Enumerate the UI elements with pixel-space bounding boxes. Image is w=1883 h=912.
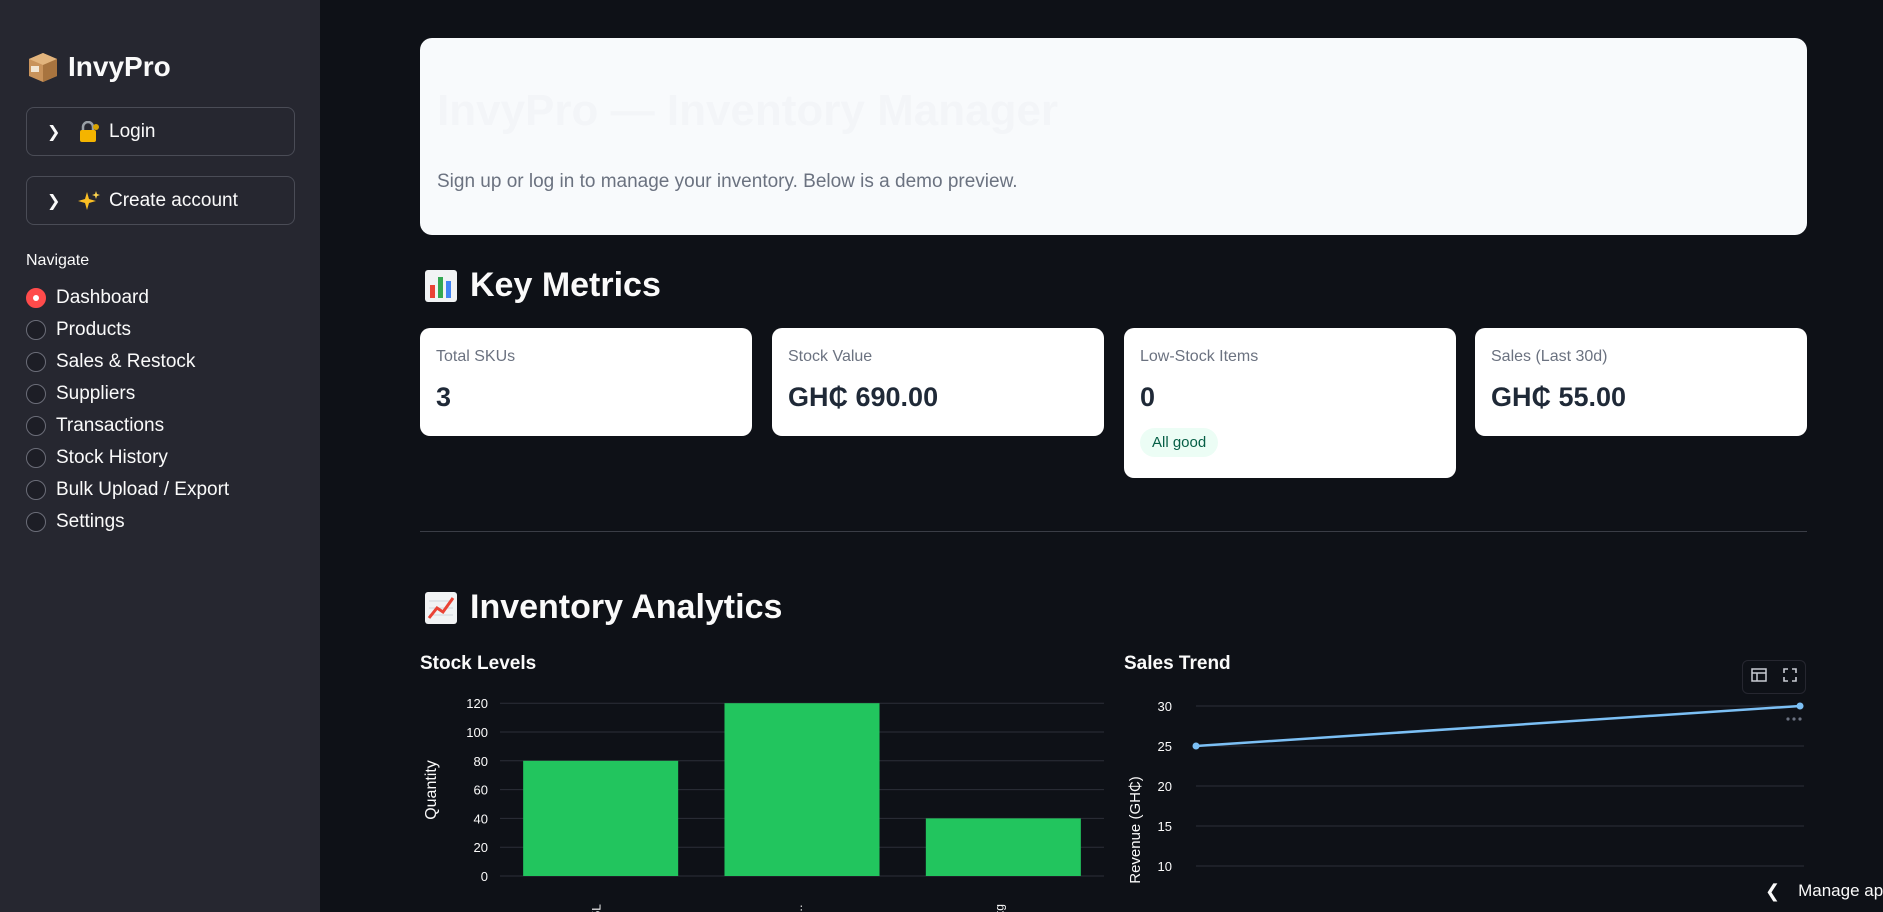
radio-icon[interactable] (26, 480, 46, 500)
bar[interactable] (925, 818, 1081, 876)
hero-subtitle: Sign up or log in to manage your invento… (437, 171, 1018, 192)
chevron-right-icon: ❯ (47, 192, 61, 210)
metric-value: 3 (436, 382, 452, 412)
nav-item-suppliers[interactable]: Suppliers (26, 378, 229, 410)
metric-card-low-stock: Low-Stock Items 0 All good (1124, 328, 1456, 478)
metric-card-total-skus: Total SKUs 3 (420, 328, 752, 436)
nav-radio-group: Dashboard Products Sales & Restock Suppl… (26, 282, 229, 538)
y-tick-label: 20 (1158, 779, 1172, 794)
metric-card-sales-30d: Sales (Last 30d) GH₵ 55.00 (1475, 328, 1807, 436)
key-metrics-title: Key Metrics (470, 266, 661, 304)
nav-item-label: Transactions (56, 415, 165, 436)
manage-app-button[interactable]: ❮ Manage app (1735, 870, 1883, 912)
fullscreen-icon[interactable] (1783, 668, 1797, 686)
chevron-right-icon: ❯ (47, 123, 61, 141)
app-title: InvyPro (68, 51, 171, 82)
chevron-left-icon: ❮ (1765, 880, 1781, 901)
login-label: Login (109, 120, 156, 142)
nav-item-products[interactable]: Products (26, 314, 229, 346)
nav-item-sales-restock[interactable]: Sales & Restock (26, 346, 229, 378)
nav-item-transactions[interactable]: Transactions (26, 410, 229, 442)
sales-trend-chart: Revenue (GH₵) 10 15 20 25 30 (1127, 699, 1804, 884)
nav-item-label: Sales & Restock (56, 351, 196, 372)
status-badge: All good (1140, 428, 1219, 457)
y-tick-label: 120 (466, 696, 488, 711)
key-metrics-heading: Key Metrics (424, 266, 661, 305)
inventory-analytics-heading: Inventory Analytics (424, 588, 782, 627)
y-axis-label: Quantity (423, 760, 440, 820)
y-tick-label: 100 (466, 725, 488, 740)
manage-app-label: Manage app (1798, 881, 1883, 900)
nav-item-label: Dashboard (56, 287, 149, 308)
metric-value: GH₵ 690.00 (788, 382, 939, 412)
metric-value: GH₵ 55.00 (1491, 382, 1627, 412)
y-tick-label: 10 (1158, 859, 1172, 874)
hero-banner: InvyPro — Inventory Manager Sign up or l… (420, 38, 1807, 235)
nav-item-label: Products (56, 319, 131, 340)
lock-key-icon (77, 120, 103, 143)
y-tick-label: 20 (474, 840, 488, 855)
hero-title: InvyPro — Inventory Manager (437, 86, 1059, 135)
radio-icon[interactable] (26, 384, 46, 404)
stock-levels-title: Stock Levels (420, 653, 537, 674)
app-brand: InvyPro (26, 50, 171, 84)
create-account-expander[interactable]: ❯ Create account (26, 176, 295, 225)
nav-item-bulk-upload-export[interactable]: Bulk Upload / Export (26, 474, 229, 506)
metric-label: Stock Value (788, 348, 873, 365)
x-tick-label: …5L (590, 904, 604, 912)
radio-icon[interactable] (26, 320, 46, 340)
inventory-analytics-title: Inventory Analytics (470, 588, 783, 626)
metric-label: Low-Stock Items (1140, 348, 1259, 365)
create-account-label: Create account (109, 189, 238, 211)
nav-item-label: Settings (56, 511, 125, 532)
metric-value: 0 (1140, 382, 1156, 412)
y-axis-label: Revenue (GH₵) (1127, 776, 1144, 884)
section-divider (420, 531, 1807, 532)
y-tick-label: 80 (474, 754, 488, 769)
sparkles-icon (77, 190, 103, 212)
sidebar: InvyPro ❯ Login ❯ Create account Navigat… (0, 0, 320, 912)
nav-item-label: Bulk Upload / Export (56, 479, 230, 500)
y-tick-label: 30 (1158, 699, 1172, 714)
bar[interactable] (523, 760, 679, 876)
y-tick-label: 40 (474, 811, 488, 826)
metric-card-stock-value: Stock Value GH₵ 690.00 (772, 328, 1104, 436)
metric-label: Sales (Last 30d) (1491, 348, 1608, 365)
x-tick-label: …kg (992, 904, 1006, 912)
more-dots-icon (1786, 717, 1790, 721)
sales-trend-line (1195, 704, 1801, 748)
nav-item-label: Stock History (56, 447, 168, 468)
x-tick-label: … (791, 904, 805, 912)
nav-item-dashboard[interactable]: Dashboard (26, 282, 229, 314)
radio-icon[interactable] (26, 416, 46, 436)
more-dots-icon (1798, 717, 1802, 721)
nav-label: Navigate (26, 252, 90, 269)
radio-icon[interactable] (26, 512, 46, 532)
y-tick-label: 0 (481, 869, 488, 884)
y-tick-label: 25 (1158, 739, 1172, 754)
radio-selected-icon[interactable] (26, 288, 46, 308)
nav-item-settings[interactable]: Settings (26, 506, 229, 538)
nav-item-stock-history[interactable]: Stock History (26, 442, 229, 474)
radio-icon[interactable] (26, 448, 46, 468)
nav-item-label: Suppliers (56, 383, 136, 404)
y-tick-label: 60 (474, 783, 488, 798)
trend-up-icon (424, 591, 458, 625)
bar-chart-icon (424, 269, 458, 303)
line-point[interactable] (1796, 702, 1804, 710)
login-expander[interactable]: ❯ Login (26, 107, 295, 156)
metric-label: Total SKUs (436, 348, 516, 365)
line-point[interactable] (1192, 742, 1200, 750)
bar[interactable] (724, 703, 880, 876)
chart-toolbar (1742, 660, 1806, 694)
radio-icon[interactable] (26, 352, 46, 372)
package-icon (26, 50, 60, 84)
stock-levels-chart: Quantity 0 20 40 60 80 100 120 …5L … …kg (423, 696, 1104, 912)
more-dots-icon (1792, 717, 1796, 721)
table-view-icon[interactable] (1751, 668, 1767, 686)
y-tick-label: 15 (1158, 819, 1172, 834)
sales-trend-title: Sales Trend (1124, 653, 1231, 674)
